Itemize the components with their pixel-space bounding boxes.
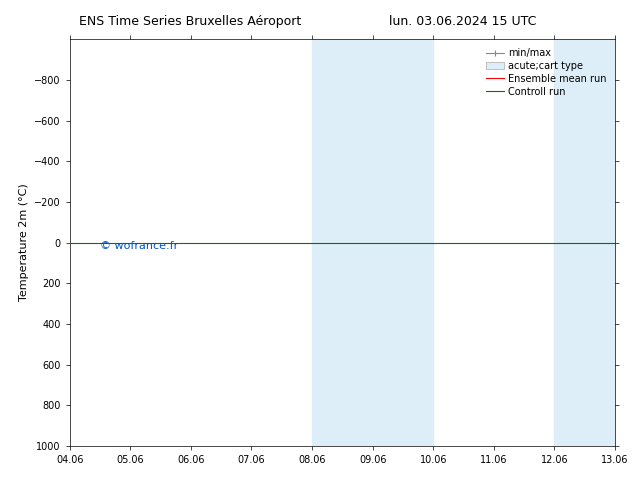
Text: ENS Time Series Bruxelles Aéroport: ENS Time Series Bruxelles Aéroport [79, 15, 301, 28]
Legend: min/max, acute;cart type, Ensemble mean run, Controll run: min/max, acute;cart type, Ensemble mean … [482, 44, 610, 100]
Bar [554, 39, 615, 446]
Y-axis label: Temperature 2m (°C): Temperature 2m (°C) [18, 184, 29, 301]
Bar [312, 39, 433, 446]
Text: © wofrance.fr: © wofrance.fr [100, 241, 178, 251]
Text: lun. 03.06.2024 15 UTC: lun. 03.06.2024 15 UTC [389, 15, 536, 28]
